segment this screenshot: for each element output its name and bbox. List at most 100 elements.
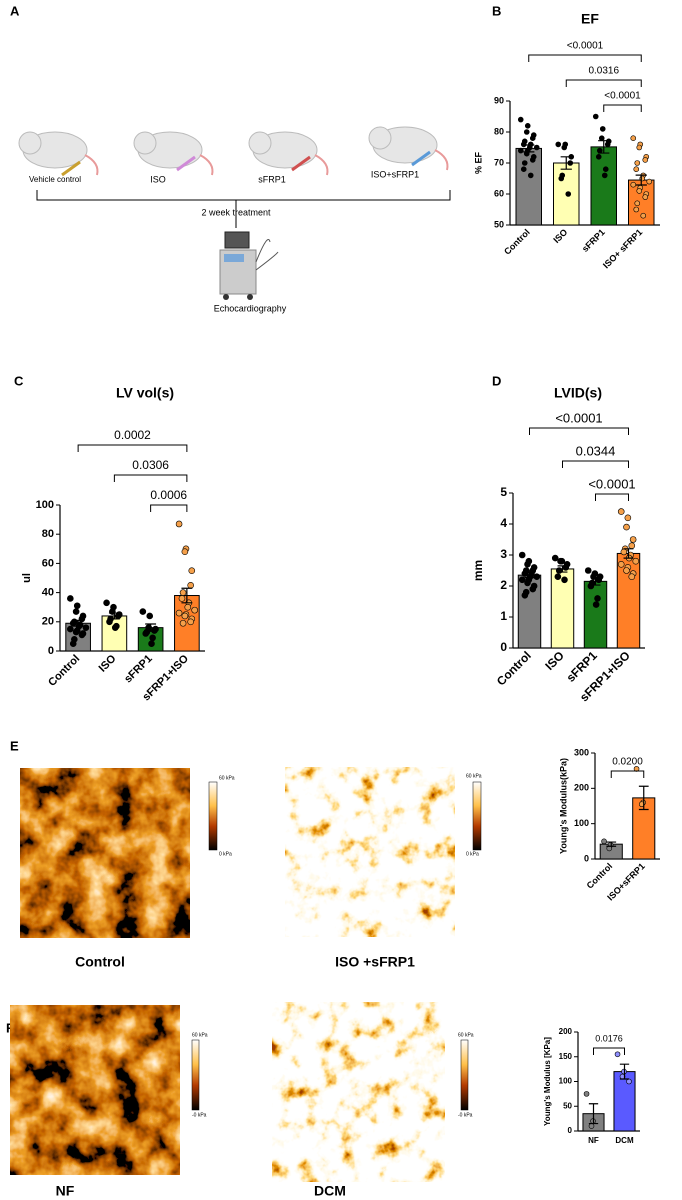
data-point xyxy=(524,579,531,587)
data-point xyxy=(634,200,641,207)
y-axis-label: mm xyxy=(471,560,485,581)
colorbar xyxy=(208,781,218,851)
data-point xyxy=(82,624,90,631)
y-axis-label: Young's Modulus(kPa) xyxy=(558,758,568,854)
y-tick-label: 80 xyxy=(494,126,504,136)
data-point xyxy=(595,154,602,160)
bar xyxy=(101,615,128,652)
significance-bracket xyxy=(565,79,642,87)
significance-bracket xyxy=(603,104,642,112)
data-point xyxy=(633,166,640,172)
data-point xyxy=(72,608,80,615)
data-point xyxy=(599,126,606,132)
group-label: ISO xyxy=(150,174,166,184)
y-tick-label: 50 xyxy=(494,219,504,229)
error-bar xyxy=(145,623,157,632)
data-point xyxy=(554,573,562,581)
data-point xyxy=(583,1091,590,1097)
data-point xyxy=(636,188,643,194)
panel-letter: B xyxy=(492,3,501,18)
p-value: 0.0306 xyxy=(132,458,169,472)
p-value: 0.0316 xyxy=(588,66,619,77)
data-point xyxy=(151,627,158,634)
data-point xyxy=(149,634,156,642)
data-point xyxy=(617,560,625,568)
colorbar xyxy=(191,1039,200,1111)
data-point xyxy=(69,619,77,627)
y-tick-label: 50 xyxy=(563,1101,572,1110)
data-point xyxy=(527,172,534,179)
x-tick-label: ISO xyxy=(97,652,119,674)
data-point xyxy=(114,612,122,620)
significance-bracket xyxy=(593,1047,625,1055)
data-point xyxy=(524,123,531,129)
bar xyxy=(590,146,617,226)
error-bar xyxy=(635,174,647,186)
error-bar xyxy=(72,619,84,627)
data-point xyxy=(587,582,595,590)
error-bar xyxy=(623,548,634,559)
data-point xyxy=(633,206,640,213)
y-tick-label: 20 xyxy=(42,616,54,628)
data-point xyxy=(148,640,155,648)
data-point xyxy=(558,175,565,182)
error-bar xyxy=(619,1063,630,1080)
chart-title: EF xyxy=(581,11,599,27)
data-point xyxy=(523,150,530,157)
data-point xyxy=(533,573,541,581)
y-tick-label: 150 xyxy=(559,1052,573,1061)
data-point xyxy=(517,116,524,123)
data-point xyxy=(626,1078,632,1085)
error-bar xyxy=(108,612,120,620)
y-tick-label: 100 xyxy=(559,1077,573,1086)
y-tick-label: 1 xyxy=(500,609,507,623)
data-point xyxy=(529,157,536,163)
x-tick-label: Control xyxy=(46,653,82,689)
y-tick-label: 5 xyxy=(500,485,507,499)
p-value: 0.0344 xyxy=(576,443,616,458)
chart-title: LV vol(s) xyxy=(116,385,174,401)
y-tick-label: 40 xyxy=(42,587,54,599)
image-label: DCM xyxy=(314,1183,346,1199)
p-value: 0.0006 xyxy=(150,488,187,502)
data-point xyxy=(636,144,643,151)
bar xyxy=(583,580,608,649)
error-bar xyxy=(606,841,617,847)
y-tick-label: 80 xyxy=(42,528,54,540)
y-tick-label: 0 xyxy=(568,1126,573,1135)
data-point xyxy=(67,595,74,602)
data-point xyxy=(73,602,81,610)
bar xyxy=(613,1071,636,1132)
colorbar xyxy=(472,781,482,851)
significance-bracket xyxy=(529,427,629,435)
error-bar xyxy=(590,577,601,586)
data-point xyxy=(596,147,603,154)
data-point xyxy=(175,520,183,528)
data-point xyxy=(630,135,637,141)
afm-map xyxy=(10,1005,180,1175)
data-point xyxy=(191,606,198,614)
y-tick-label: 300 xyxy=(574,747,589,757)
image-label: ISO +sFRP1 xyxy=(335,954,415,970)
chart-title: LVID(s) xyxy=(554,385,602,401)
y-axis-label: ul xyxy=(21,573,33,583)
p-value: <0.0001 xyxy=(555,410,602,425)
echo-machine xyxy=(219,231,279,300)
p-value: <0.0001 xyxy=(567,41,604,52)
data-point xyxy=(629,536,637,543)
data-point xyxy=(646,178,653,185)
significance-bracket xyxy=(150,504,188,512)
colorbar-min: 0 kPa xyxy=(219,851,232,857)
data-point xyxy=(630,181,637,188)
data-point xyxy=(175,609,183,617)
data-point xyxy=(634,160,641,166)
data-point xyxy=(188,567,196,575)
x-tick-label: Control xyxy=(502,227,532,257)
data-point xyxy=(142,630,150,637)
data-point xyxy=(521,591,529,599)
data-point xyxy=(111,624,119,631)
bar xyxy=(515,147,542,226)
panel-letter: E xyxy=(10,738,19,753)
error-bar xyxy=(588,1103,599,1125)
